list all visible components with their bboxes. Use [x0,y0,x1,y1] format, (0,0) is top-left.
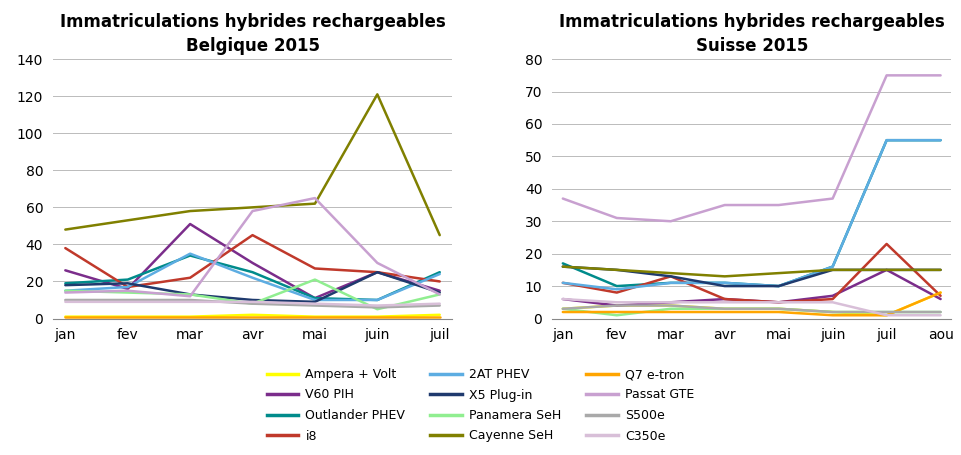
Title: Immatriculations hybrides rechargeables
Suisse 2015: Immatriculations hybrides rechargeables … [559,13,945,55]
Legend: Ampera + Volt, V60 PIH, Outlander PHEV, i8, 2AT PHEV, X5 Plug-in, Panamera SeH, : Ampera + Volt, V60 PIH, Outlander PHEV, … [260,362,701,449]
Title: Immatriculations hybrides rechargeables
Belgique 2015: Immatriculations hybrides rechargeables … [60,13,445,55]
